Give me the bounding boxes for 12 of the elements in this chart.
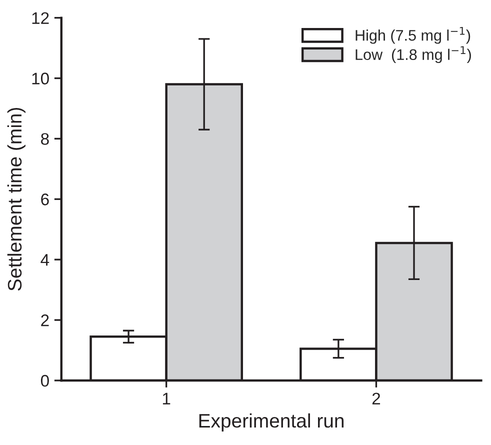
y-tick-label: 2	[41, 314, 49, 326]
y-tick-label: 10	[32, 72, 49, 84]
y-tick-label: 6	[41, 194, 49, 206]
y-tick-label: 0	[40, 374, 49, 387]
x-tick-label: 1	[162, 392, 170, 404]
y-tick-label: 12	[32, 12, 49, 24]
y-tick-label: 4	[40, 254, 50, 266]
legend-label: Low (1.8 mg l$^{−1}$)	[356, 46, 471, 64]
y-axis-title: Settlement time (min)	[7, 108, 26, 291]
x-axis-title: Experimental run	[199, 413, 344, 432]
y-tick-label: 8	[41, 133, 49, 145]
legend-label: High (7.5 mg l$^{−1}$)	[356, 26, 470, 44]
